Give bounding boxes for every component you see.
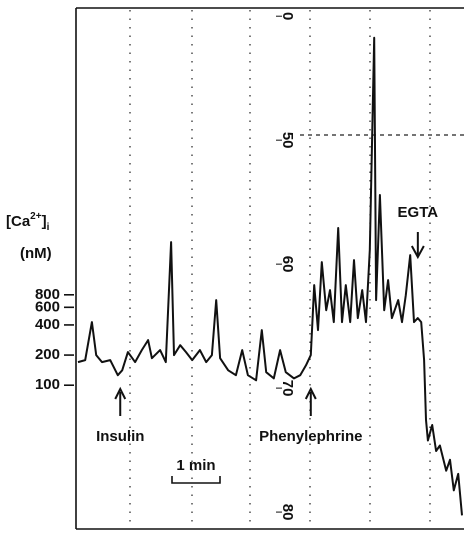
y-tick-label: 100	[35, 376, 60, 393]
y-tick-label: 800	[35, 286, 60, 303]
y-axis-unit: (nM)	[20, 245, 52, 262]
annotation-label: EGTA	[398, 204, 439, 221]
y2-tick-label: 0	[279, 12, 296, 20]
y-label-sub: i	[47, 222, 50, 233]
y-label-sup: 2+	[30, 211, 42, 222]
trace	[77, 36, 463, 516]
y-tick-label: 200	[35, 346, 60, 363]
y-axis-label: [Ca2+]i	[6, 211, 50, 233]
y2-tick-label: 80	[279, 504, 296, 521]
y-tick-label: 600	[35, 298, 60, 315]
y2-tick-label: 70	[279, 380, 296, 397]
y-label-prefix: [Ca	[6, 213, 31, 230]
y2-tick-label: 60	[279, 256, 296, 273]
y-label-close: ]	[42, 213, 47, 230]
annotation-label: Insulin	[96, 428, 144, 445]
y2-tick-label: 50	[279, 132, 296, 149]
scale-bar-label: 1 min	[176, 457, 215, 474]
arrow-head	[304, 386, 317, 400]
chart-paper	[75, 7, 464, 530]
arrow-head	[410, 245, 425, 260]
y-tick-label: 400	[35, 316, 60, 333]
scale-bar	[171, 476, 221, 484]
annotation-label: Phenylephrine	[259, 428, 362, 445]
arrow-head	[114, 386, 127, 400]
